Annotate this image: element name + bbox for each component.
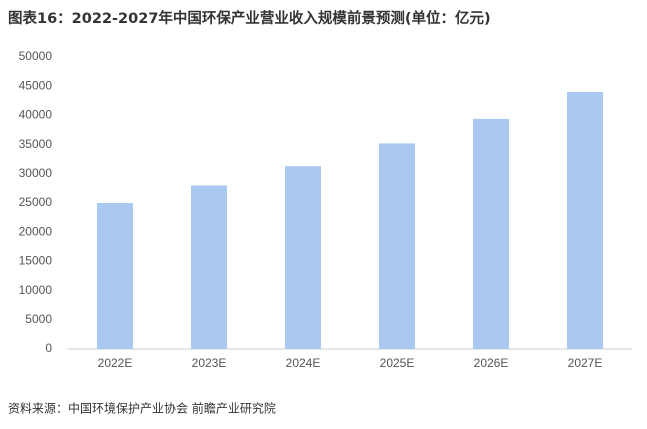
bar [567, 92, 603, 349]
bar [379, 143, 415, 349]
y-tick-label: 40000 [19, 108, 53, 122]
chart-title: 图表16：2022-2027年中国环保产业营业收入规模前景预测(单位：亿元) [8, 9, 491, 27]
y-tick-label: 35000 [19, 137, 53, 151]
y-tick-label: 25000 [19, 195, 53, 209]
bar [97, 203, 133, 349]
source-note: 资料来源：中国环境保护产业协会 前瞻产业研究院 [8, 401, 276, 416]
x-tick-label: 2023E [192, 356, 227, 370]
y-tick-label: 20000 [19, 224, 53, 238]
y-tick-label: 10000 [19, 283, 53, 297]
y-tick-label: 45000 [19, 78, 53, 92]
x-tick-label: 2024E [286, 356, 321, 370]
y-tick-label: 30000 [19, 166, 53, 180]
y-tick-label: 50000 [19, 49, 53, 63]
y-tick-label: 0 [45, 341, 52, 355]
bar [473, 118, 509, 350]
bar [191, 185, 227, 349]
bar [285, 166, 321, 349]
x-tick-label: 2027E [568, 356, 603, 370]
y-tick-label: 5000 [25, 312, 52, 326]
x-tick-label: 2022E [98, 356, 133, 370]
y-tick-label: 15000 [19, 254, 53, 268]
x-tick-label: 2026E [474, 356, 509, 370]
x-tick-label: 2025E [380, 356, 415, 370]
